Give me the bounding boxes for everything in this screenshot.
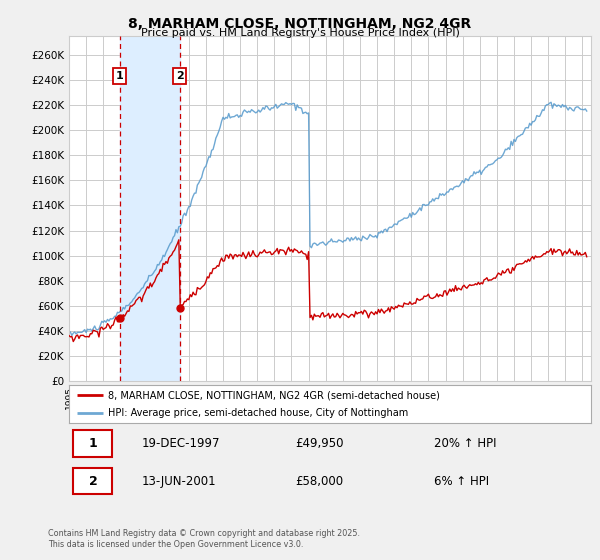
Text: 1: 1 [116,71,124,81]
Text: 6% ↑ HPI: 6% ↑ HPI [434,474,490,488]
Text: £49,950: £49,950 [295,437,344,450]
Text: Price paid vs. HM Land Registry's House Price Index (HPI): Price paid vs. HM Land Registry's House … [140,28,460,38]
Text: 1: 1 [89,437,97,450]
Text: 20% ↑ HPI: 20% ↑ HPI [434,437,497,450]
Text: £58,000: £58,000 [295,474,344,488]
Text: 13-JUN-2001: 13-JUN-2001 [142,474,217,488]
Text: Contains HM Land Registry data © Crown copyright and database right 2025.
This d: Contains HM Land Registry data © Crown c… [48,529,360,549]
FancyBboxPatch shape [73,468,112,494]
Text: 8, MARHAM CLOSE, NOTTINGHAM, NG2 4GR (semi-detached house): 8, MARHAM CLOSE, NOTTINGHAM, NG2 4GR (se… [108,390,440,400]
Text: 2: 2 [89,474,97,488]
Text: HPI: Average price, semi-detached house, City of Nottingham: HPI: Average price, semi-detached house,… [108,408,409,418]
Bar [119,36,179,381]
Text: 2: 2 [176,71,184,81]
FancyBboxPatch shape [73,430,112,457]
Text: 8, MARHAM CLOSE, NOTTINGHAM, NG2 4GR: 8, MARHAM CLOSE, NOTTINGHAM, NG2 4GR [128,17,472,31]
Text: 19-DEC-1997: 19-DEC-1997 [142,437,221,450]
